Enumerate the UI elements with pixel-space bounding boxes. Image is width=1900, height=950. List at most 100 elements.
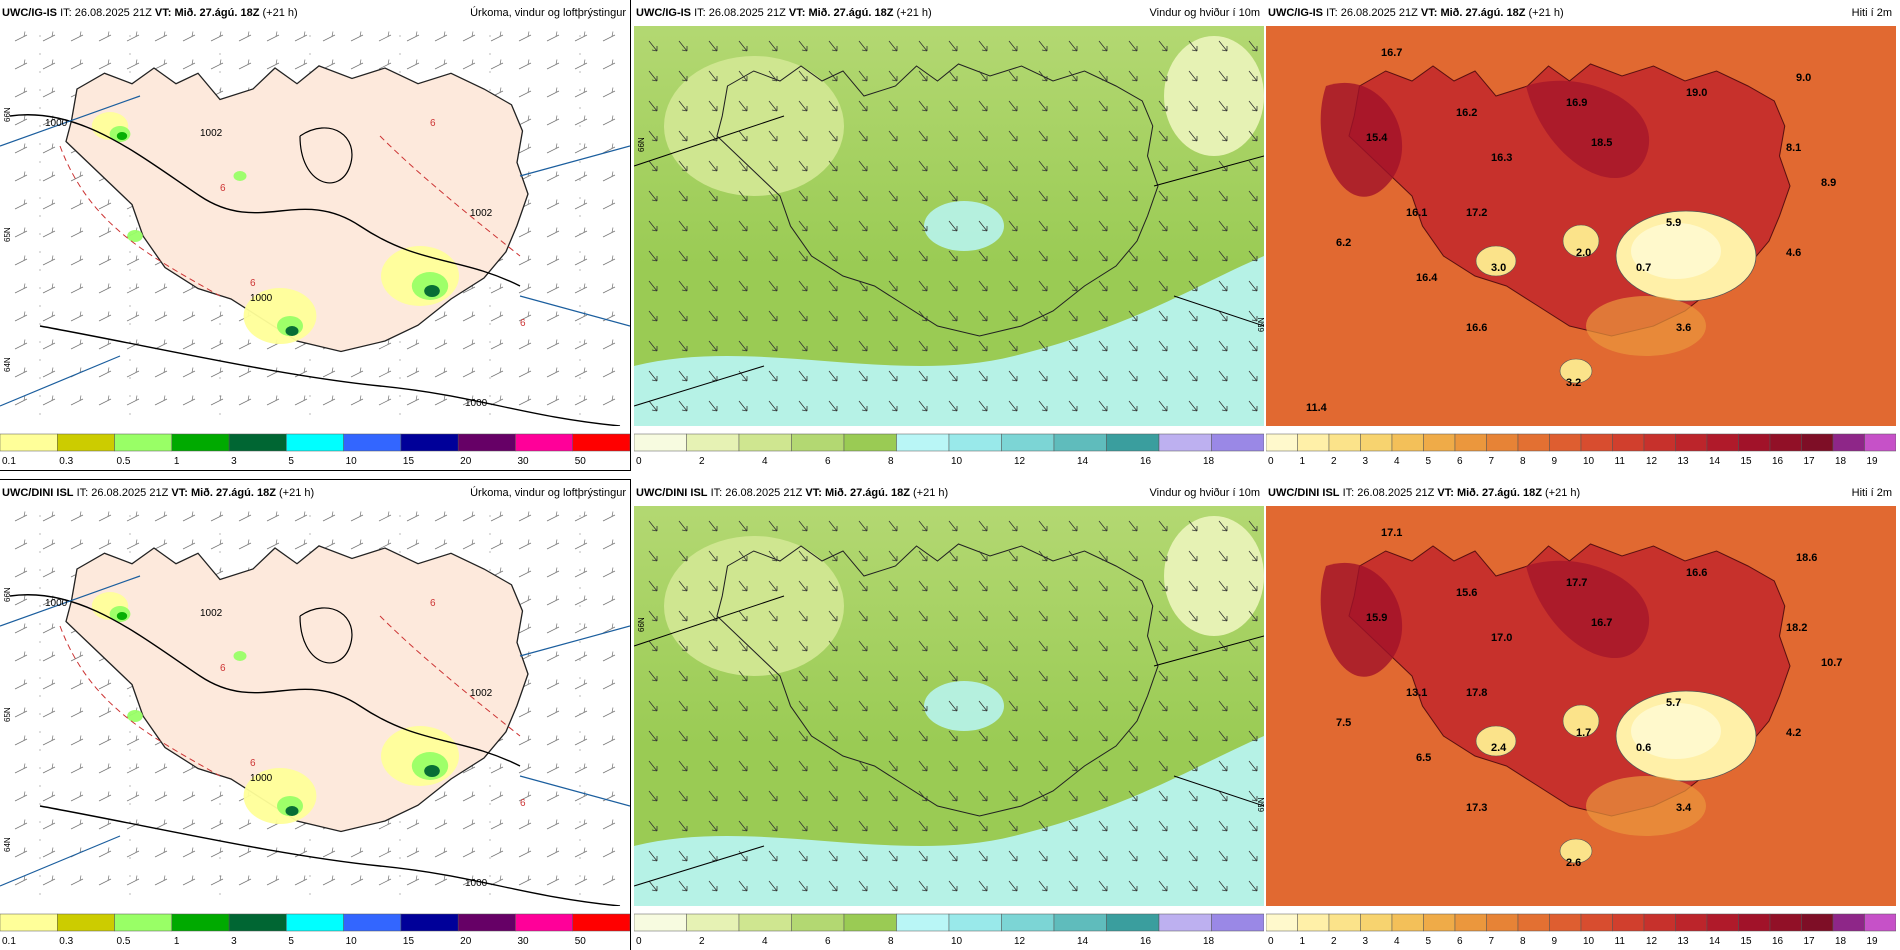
colorbar-tick-label: 8: [888, 456, 894, 467]
colorbar-swatch: [1360, 433, 1393, 452]
colorbar-swatch: [1769, 913, 1802, 932]
colorbar-swatch: [286, 913, 344, 932]
valid-time: Mið. 27.ágú. 18Z: [190, 487, 276, 499]
colorbar-swatch: [1580, 433, 1613, 452]
colorbar-tick-label: 18: [1203, 456, 1215, 467]
init-time: 26.08.2025 21Z: [91, 487, 169, 499]
colorbar-swatch: [1769, 433, 1802, 452]
colorbar-swatch: [286, 433, 344, 452]
isobar-label: 1000: [465, 878, 488, 889]
colorbar-swatch: [343, 913, 402, 932]
isobar-label: 1002: [200, 608, 223, 619]
panel-precip-igis: UWC/IG-IS IT: 26.08.2025 21Z VT: Mið. 27…: [0, 0, 631, 471]
init-time: 26.08.2025 21Z: [708, 7, 786, 19]
model-name: UWC/IG-IS: [2, 7, 57, 19]
temperature-value: 2.4: [1491, 742, 1507, 754]
panel-wind-igis: UWC/IG-IS IT: 26.08.2025 21Z VT: Mið. 27…: [634, 0, 1264, 470]
colorbar-swatch: [228, 913, 287, 932]
precip-contour-label: 6: [220, 183, 226, 194]
colorbar-swatch: [634, 433, 687, 452]
colorbar-swatch: [57, 433, 115, 452]
colorbar-tick-label: 18: [1835, 936, 1847, 947]
isobar-label: 1000: [250, 293, 273, 304]
init-time: 26.08.2025 21Z: [74, 7, 152, 19]
temperature-value: 17.0: [1491, 632, 1512, 644]
panel-title: Vindur og hviður í 10m: [1149, 7, 1260, 19]
colorbar-tick-label: 2: [1331, 456, 1337, 467]
colorbar-swatch: [791, 913, 845, 932]
colorbar-tick-label: 1: [1300, 456, 1306, 467]
temperature-value: 0.6: [1636, 742, 1651, 754]
temperature-value: 18.5: [1591, 137, 1612, 149]
colorbar-tick-label: 10: [1583, 936, 1595, 947]
panel-precip-dini: UWC/DINI ISL IT: 26.08.2025 21Z VT: Mið.…: [0, 479, 631, 950]
temperature-value: 8.9: [1821, 177, 1836, 189]
colorbar-tick-label: 4: [1394, 936, 1400, 947]
colorbar-tick-label: 15: [403, 456, 415, 467]
colorbar-swatch: [1549, 433, 1582, 452]
colorbar-swatch: [738, 433, 792, 452]
isobar-line: [9, 594, 521, 767]
colorbar-tick-label: 0.5: [117, 456, 131, 467]
lead-time: (+21 h): [896, 7, 932, 19]
colorbar-tick-label: 3: [1363, 936, 1369, 947]
wind-colorbar: 0 2 4 6 8 10 12 14 16 18: [634, 426, 1264, 470]
colorbar-tick-label: 0.1: [2, 456, 16, 467]
colorbar-swatch: [114, 433, 173, 452]
temp-colorbar: 01234567891011121314151617181920: [1266, 426, 1896, 470]
colorbar-tick-label: 1: [174, 936, 180, 947]
colorbar-tick-label: 19: [1867, 936, 1879, 947]
isobar-label: 1000: [45, 598, 68, 609]
colorbar-swatch: [1738, 433, 1771, 452]
precip-map: 1000 1002 1002 1000 1000 6 6 6 6 66N 65N 64N: [0, 26, 630, 426]
model-name: UWC/IG-IS: [636, 7, 691, 19]
colorbar-tick-label: 15: [1741, 456, 1753, 467]
colorbar-swatch: [843, 433, 897, 452]
colorbar-tick-label: 14: [1709, 936, 1721, 947]
panel-header: UWC/DINI ISL IT: 26.08.2025 21Z VT: Mið.…: [1266, 480, 1896, 506]
panel-title: Vindur og hviður í 10m: [1149, 487, 1260, 499]
colorbar-tick-label: 2: [1331, 936, 1337, 947]
init-time: 26.08.2025 21Z: [725, 487, 803, 499]
colorbar-tick-label: 14: [1077, 936, 1089, 947]
isobar-label: 1000: [45, 118, 68, 129]
temperature-value: 15.6: [1456, 587, 1477, 599]
colorbar-tick-label: 11: [1615, 456, 1626, 467]
colorbar-tick-label: 17: [1804, 936, 1816, 947]
colorbar-swatch: [1158, 433, 1212, 452]
colorbar-swatch: [1801, 913, 1834, 932]
panel-header: UWC/IG-IS IT: 26.08.2025 21Z VT: Mið. 27…: [0, 0, 630, 26]
colorbar-swatch: [57, 913, 115, 932]
temperature-value: 7.5: [1336, 717, 1351, 729]
colorbar-swatch: [1580, 913, 1613, 932]
colorbar-tick-label: 6: [1457, 936, 1463, 947]
colorbar-tick-label: 0: [636, 456, 642, 467]
temp-map: 16.7 16.2 16.9 19.0 9.0 15.4 16.3 18.5 8.1 8.9 6.2…: [1266, 26, 1896, 426]
colorbar-tick-label: 0.3: [59, 456, 73, 467]
colorbar-tick-label: 3: [231, 456, 237, 467]
colorbar-swatch: [171, 433, 230, 452]
colorbar-tick-label: 0.3: [59, 936, 73, 947]
panel-header: UWC/IG-IS IT: 26.08.2025 21Z VT: Mið. 27…: [634, 0, 1264, 26]
temperature-value: 3.4: [1676, 802, 1692, 814]
colorbar-tick-label: 0.5: [117, 936, 131, 947]
panel-title: Hiti í 2m: [1851, 7, 1892, 19]
colorbar-swatch: [1328, 433, 1361, 452]
colorbar-tick-label: 11: [1615, 936, 1626, 947]
colorbar-swatch: [1328, 913, 1361, 932]
colorbar-tick-label: 0: [1268, 936, 1274, 947]
precip-contour-label: 6: [250, 278, 256, 289]
colorbar-swatch: [515, 913, 573, 932]
colorbar-tick-label: 2: [699, 936, 705, 947]
temperature-value: 8.1: [1786, 142, 1801, 154]
colorbar-tick-label: 17: [1804, 456, 1816, 467]
colorbar-tick-label: 12: [1646, 456, 1658, 467]
colorbar-swatch: [0, 913, 58, 932]
precip-map: 1000 1002 1002 1000 1000 6 6 6 6 66N 65N 64N: [0, 506, 630, 906]
colorbar-tick-label: 2: [699, 456, 705, 467]
colorbar-swatch: [738, 913, 792, 932]
colorbar-tick-label: 4: [762, 456, 768, 467]
temperature-value: 16.7: [1381, 47, 1402, 59]
colorbar-tick-label: 10: [346, 936, 358, 947]
colorbar-swatch: [1001, 913, 1055, 932]
